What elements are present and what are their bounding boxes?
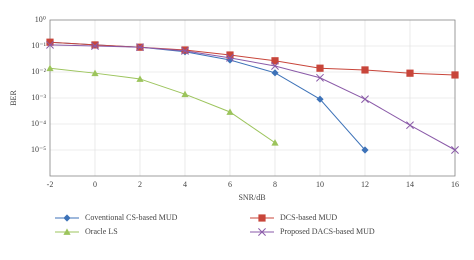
marker — [46, 40, 54, 49]
marker — [226, 56, 234, 64]
x-tick-label: 14 — [406, 180, 414, 189]
y-axis-label: BER — [9, 90, 18, 106]
x-tick-label: 10 — [316, 180, 324, 189]
marker — [406, 121, 414, 130]
series-line — [49, 41, 366, 151]
x-tick-label: 6 — [228, 180, 232, 189]
marker — [271, 57, 279, 65]
marker — [361, 66, 369, 74]
plot-frame — [49, 19, 456, 177]
marker — [258, 214, 266, 222]
marker — [181, 46, 189, 55]
legend-label: Oracle LS — [85, 227, 118, 236]
marker — [136, 43, 144, 52]
y-tick-label: 10⁻³ — [31, 93, 46, 102]
marker — [258, 228, 266, 236]
x-tick-label: 8 — [273, 180, 277, 189]
marker — [271, 69, 279, 77]
marker — [181, 90, 189, 98]
x-axis-label: SNR/dB — [238, 193, 265, 202]
legend-label: Coventional CS-based MUD — [85, 213, 178, 222]
marker — [271, 62, 279, 70]
marker — [63, 214, 71, 222]
x-tick-label: 0 — [93, 180, 97, 189]
x-tick-label: 12 — [361, 180, 369, 189]
series-line — [49, 44, 456, 151]
series-line — [49, 67, 276, 144]
marker — [226, 51, 234, 59]
marker — [46, 38, 54, 46]
marker — [226, 108, 234, 115]
marker — [271, 139, 279, 146]
legend-label: DCS-based MUD — [280, 213, 337, 222]
marker — [91, 42, 99, 50]
marker — [63, 228, 71, 235]
marker — [181, 46, 189, 54]
marker — [91, 69, 99, 77]
y-tick-label: 10⁻⁴ — [31, 119, 46, 128]
marker — [316, 73, 324, 82]
marker — [361, 146, 369, 154]
x-tick-label: 16 — [451, 180, 459, 189]
series-line — [49, 41, 456, 76]
y-tick-label: 10⁻⁵ — [31, 145, 46, 154]
marker — [406, 69, 414, 77]
x-tick-label: 4 — [183, 180, 187, 189]
marker — [361, 95, 369, 104]
y-tick-label: 10⁰ — [35, 15, 46, 24]
x-tick-label: -2 — [47, 180, 54, 189]
x-tick-label: 2 — [138, 180, 142, 189]
marker — [46, 64, 54, 72]
marker — [451, 71, 459, 79]
marker — [91, 41, 99, 49]
legend-label: Proposed DACS-based MUD — [280, 227, 375, 236]
marker — [316, 95, 324, 103]
marker — [451, 146, 459, 154]
marker — [226, 53, 234, 62]
y-tick-label: 10⁻¹ — [31, 41, 46, 50]
y-tick-label: 10⁻² — [31, 67, 46, 76]
marker — [136, 75, 144, 82]
marker — [316, 64, 324, 72]
